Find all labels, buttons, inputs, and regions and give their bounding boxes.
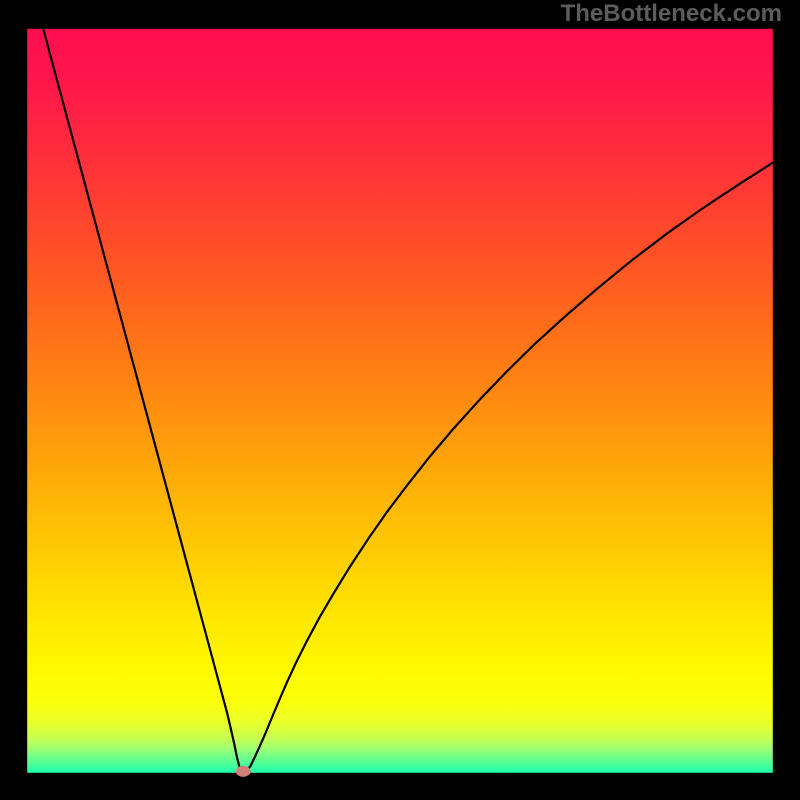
vertex-marker [236, 766, 250, 776]
watermark-text: TheBottleneck.com [561, 0, 782, 28]
chart-container: TheBottleneck.com [0, 0, 800, 800]
chart-plot-area [27, 29, 773, 773]
bottleneck-curve-chart [0, 0, 800, 800]
